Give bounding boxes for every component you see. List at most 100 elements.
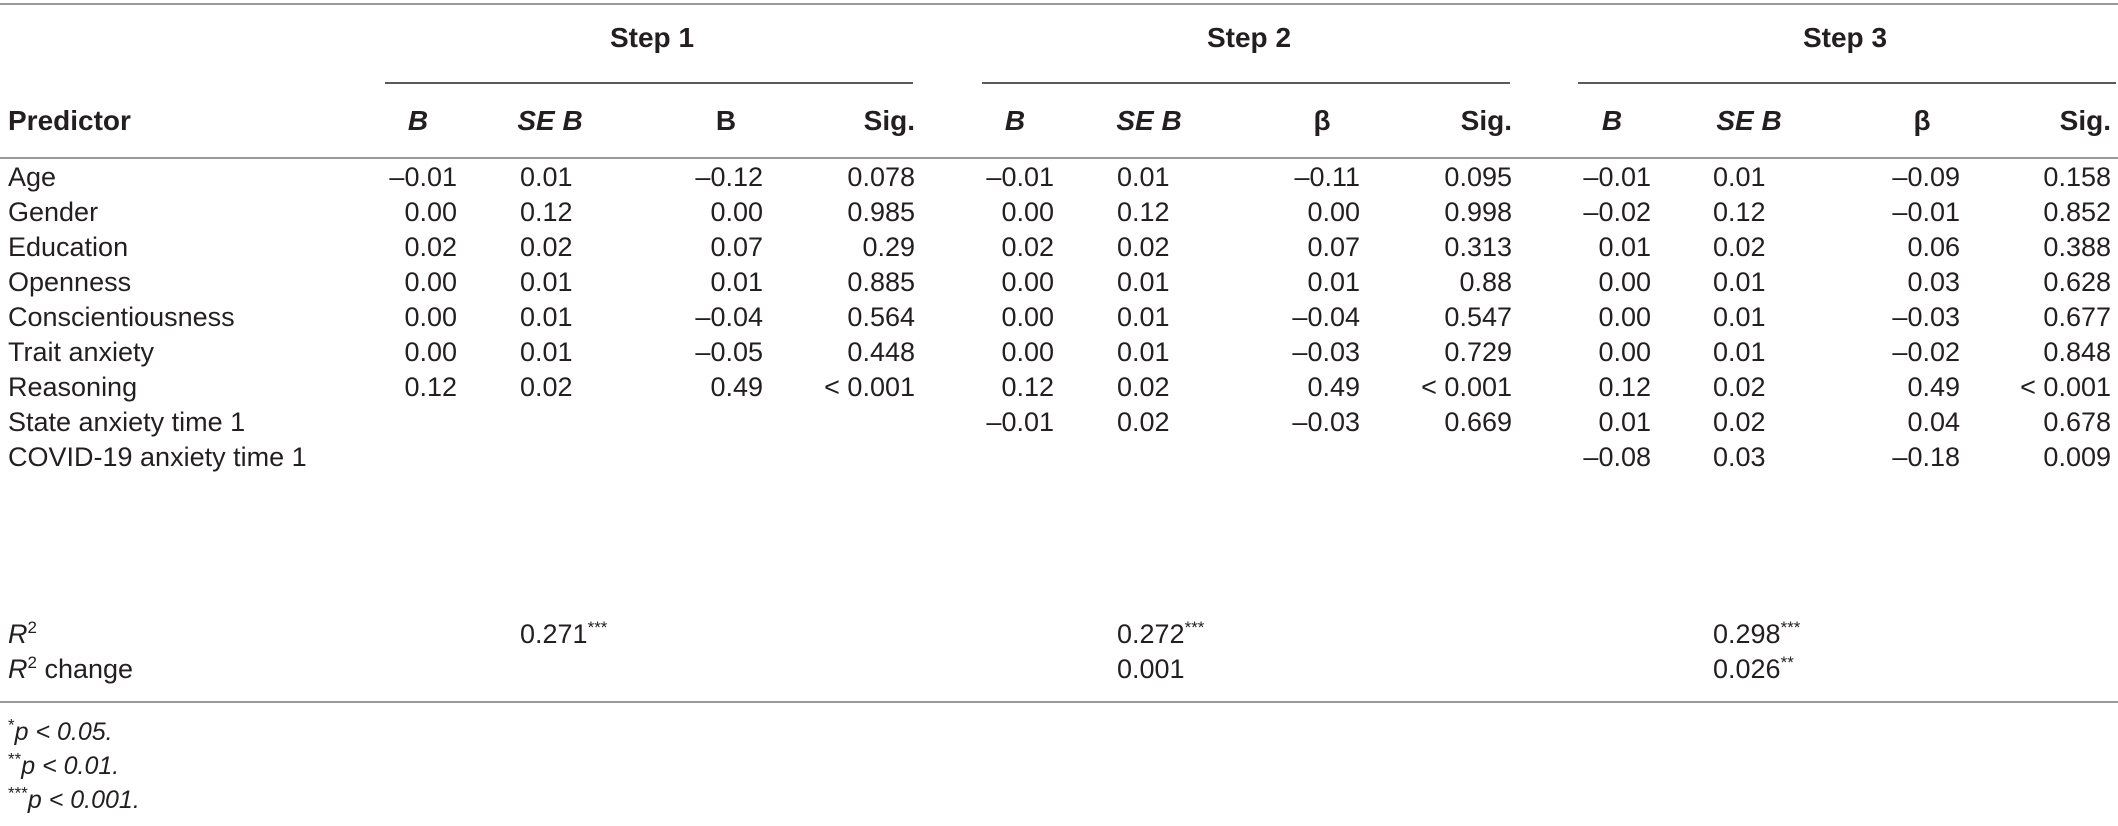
table-cell: –0.01: [986, 407, 1054, 437]
table-cell: 0.00: [1001, 267, 1054, 297]
column-header: Sig.: [1460, 105, 1512, 136]
table-cell: 0.00: [404, 337, 457, 367]
table-top-rule: [0, 3, 2118, 5]
step1-header: Step 1: [609, 22, 695, 53]
footnote: **p < 0.01.: [8, 749, 120, 780]
table-cell: 0.01: [1713, 162, 1766, 192]
column-header: Sig.: [863, 105, 915, 136]
table-cell: 0.852: [2043, 197, 2111, 227]
table-cell: –0.18: [1892, 442, 1960, 472]
table-cell: –0.08: [1583, 442, 1651, 472]
table-cell: < 0.001: [824, 372, 915, 402]
row-label: Education: [8, 232, 129, 262]
table-cell: 0.02: [520, 372, 573, 402]
r-squared-label: R2: [8, 618, 37, 649]
table-cell: 0.885: [847, 267, 915, 297]
table-cell: 0.03: [1907, 267, 1960, 297]
table-cell: 0.49: [1307, 372, 1360, 402]
table-cell: 0.03: [1713, 442, 1766, 472]
table-cell: 0.29: [862, 232, 915, 262]
table-cell: 0.01: [520, 162, 573, 192]
table-bottom-rule: [0, 701, 2118, 703]
table-cell: 0.095: [1444, 162, 1512, 192]
table-cell: 0.01: [1713, 267, 1766, 297]
table-cell: –0.03: [1292, 337, 1360, 367]
row-label: Trait anxiety: [8, 337, 155, 367]
table-cell: 0.00: [1598, 337, 1651, 367]
r-squared-value: 0.271***: [520, 618, 608, 649]
table-cell: 0.00: [1307, 197, 1360, 227]
table-cell: 0.078: [847, 162, 915, 192]
row-label: Openness: [8, 267, 132, 297]
table-cell: 0.12: [1117, 197, 1170, 227]
table-cell: –0.02: [1892, 337, 1960, 367]
step2-header: Step 2: [1206, 22, 1292, 53]
table-cell: –0.03: [1292, 407, 1360, 437]
column-header: SE B: [517, 105, 583, 136]
column-header: β: [1913, 105, 1931, 136]
table-cell: 0.02: [1117, 372, 1170, 402]
table-cell: 0.02: [1117, 407, 1170, 437]
table-cell: 0.07: [1307, 232, 1360, 262]
table-cell: 0.49: [1907, 372, 1960, 402]
column-header: B: [715, 105, 737, 136]
table-cell: 0.01: [1117, 337, 1170, 367]
table-cell: 0.564: [847, 302, 915, 332]
row-label: Conscientiousness: [8, 302, 235, 332]
table-cell: 0.313: [1444, 232, 1512, 262]
row-label: Age: [8, 162, 57, 192]
footnote: *p < 0.05.: [8, 715, 113, 746]
table-cell: 0.01: [1598, 232, 1651, 262]
table-cell: 0.677: [2043, 302, 2111, 332]
table-cell: 0.01: [1307, 267, 1360, 297]
column-header: B: [1601, 105, 1623, 136]
table-cell: 0.02: [404, 232, 457, 262]
r-squared-change-value: 0.026**: [1713, 653, 1794, 684]
table-cell: 0.848: [2043, 337, 2111, 367]
table-cell: 0.02: [1117, 232, 1170, 262]
table-cell: –0.04: [695, 302, 763, 332]
table-cell: 0.12: [1598, 372, 1651, 402]
r-squared-change-label: R2 change: [8, 653, 134, 684]
row-label: Reasoning: [8, 372, 138, 402]
table-cell: 0.678: [2043, 407, 2111, 437]
table-cell: 0.00: [404, 267, 457, 297]
table-cell: 0.009: [2043, 442, 2111, 472]
table-cell: –0.03: [1892, 302, 1960, 332]
table-cell: 0.01: [520, 302, 573, 332]
table-cell: –0.09: [1892, 162, 1960, 192]
table-cell: 0.628: [2043, 267, 2111, 297]
table-cell: –0.01: [1892, 197, 1960, 227]
row-label: Gender: [8, 197, 99, 227]
table-cell: 0.02: [1001, 232, 1054, 262]
step3-underline: [1578, 82, 2116, 84]
table-cell: 0.998: [1444, 197, 1512, 227]
table-cell: 0.12: [520, 197, 573, 227]
table-cell: 0.88: [1459, 267, 1512, 297]
table-cell: < 0.001: [1421, 372, 1512, 402]
table-cell: 0.01: [1713, 302, 1766, 332]
table-cell: 0.985: [847, 197, 915, 227]
table-cell: 0.158: [2043, 162, 2111, 192]
table-cell: –0.05: [695, 337, 763, 367]
table-cell: 0.00: [404, 302, 457, 332]
table-cell: 0.00: [1001, 337, 1054, 367]
table-cell: 0.12: [404, 372, 457, 402]
r-squared-value: 0.272***: [1117, 618, 1205, 649]
row-label: COVID-19 anxiety time 1: [8, 442, 307, 472]
table-cell: 0.669: [1444, 407, 1512, 437]
footnote: ***p < 0.001.: [8, 783, 140, 814]
header-bottom-rule: [0, 157, 2118, 159]
table-cell: 0.01: [1117, 302, 1170, 332]
table-cell: 0.01: [520, 337, 573, 367]
column-header: SE B: [1716, 105, 1782, 136]
table-cell: 0.01: [710, 267, 763, 297]
table-cell: 0.547: [1444, 302, 1512, 332]
table-cell: 0.12: [1001, 372, 1054, 402]
table-cell: 0.06: [1907, 232, 1960, 262]
table-cell: –0.04: [1292, 302, 1360, 332]
table-cell: 0.01: [1117, 162, 1170, 192]
column-header: B: [1004, 105, 1026, 136]
table-cell: 0.07: [710, 232, 763, 262]
table-cell: 0.02: [1713, 232, 1766, 262]
